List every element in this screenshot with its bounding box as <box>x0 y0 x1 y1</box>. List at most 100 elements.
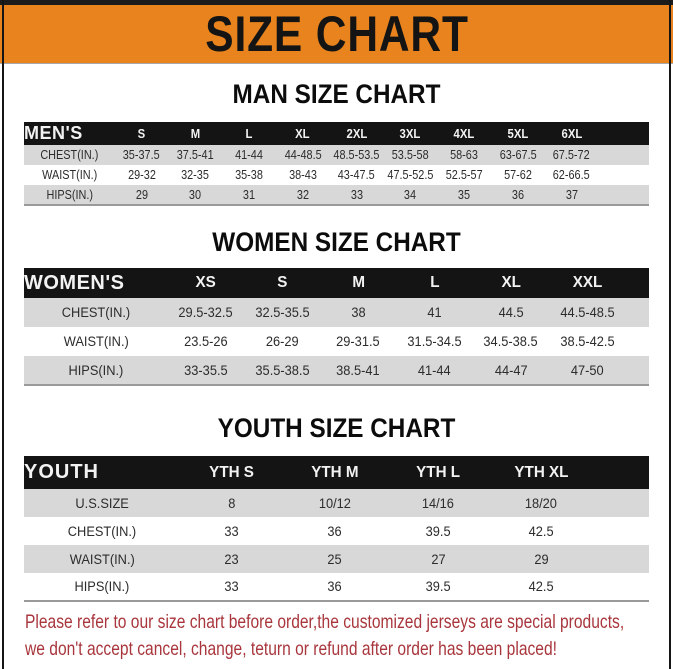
table-cell: 33 <box>180 517 283 545</box>
column-header: YTH L <box>387 456 490 489</box>
table-cell: 32 <box>276 185 330 205</box>
cell-value: 32.5-35.5 <box>255 305 310 320</box>
cell-value: 31 <box>242 187 256 202</box>
cell-value: 42.5 <box>528 523 554 539</box>
table-cell: 67.5-72 <box>545 145 599 165</box>
size-table-men: MEN'S S M L XL 2XL 3XL 4XL 5XL 6XL CHEST(IN.) 35-37… <box>24 122 649 206</box>
cell-value: 31.5-34.5 <box>407 334 462 349</box>
table-cell: 37.5-41 <box>168 145 222 165</box>
cell-value: 44-48.5 <box>284 148 322 162</box>
table-cell: 32.5-35.5 <box>244 298 320 327</box>
cell-value: 34.5-38.5 <box>483 334 538 349</box>
table-cell: 29 <box>490 545 593 573</box>
cell-value: 44.5 <box>498 305 524 320</box>
table-corner-label: YOUTH <box>24 461 99 483</box>
cell-value: 48.5-53.5 <box>333 148 380 162</box>
row-filler <box>625 298 649 327</box>
row-filler <box>593 489 649 517</box>
table-cell: 48.5-53.5 <box>330 145 384 165</box>
column-header: XXL <box>549 268 625 298</box>
disclaimer-text-2: we don't accept cancel, change, teturn o… <box>25 638 557 660</box>
cell-value: 18/20 <box>525 495 558 511</box>
cell-value: 43-47.5 <box>338 168 375 182</box>
cell-value: 35 <box>457 187 471 202</box>
table-cell: 44.5-48.5 <box>549 298 625 327</box>
column-header-text: YTH M <box>311 463 359 481</box>
column-header: YTH M <box>283 456 386 489</box>
cell-value: 29 <box>534 551 549 567</box>
table-row: CHEST(IN.) 29.5-32.5 32.5-35.5 38 41 44.5 44.5… <box>24 298 649 327</box>
section-heading-women: WOMEN SIZE CHART <box>212 227 461 257</box>
row-label: WAIST(IN.) <box>24 327 168 356</box>
table-row: HIPS(IN.) 29 30 31 32 33 34 35 36 37 <box>24 185 649 205</box>
table-cell: 30 <box>168 185 222 205</box>
header-filler <box>625 268 649 298</box>
cell-value: 38.5-41 <box>336 362 381 378</box>
header-filler <box>598 122 649 145</box>
cell-value: 23.5-26 <box>184 334 228 349</box>
cell-value: 33-35.5 <box>184 362 228 378</box>
cell-value: 23 <box>224 551 239 567</box>
table-row: WAIST(IN.) 23 25 27 29 <box>24 545 649 573</box>
column-header: L <box>397 268 473 298</box>
column-header: YTH XL <box>490 456 593 489</box>
column-header-text: YTH S <box>209 463 255 481</box>
column-header-text: M <box>190 126 200 141</box>
disclaimer: Please refer to our size chart before or… <box>25 609 673 663</box>
column-header-text: XS <box>195 274 217 291</box>
row-label: HIPS(IN.) <box>24 573 180 601</box>
cell-value: 35-37.5 <box>123 148 160 162</box>
column-header-text: L <box>245 126 253 141</box>
cell-value: 44-47 <box>494 362 528 378</box>
cell-value: 41 <box>427 305 442 320</box>
table-header-row: WOMEN'S XS S M L XL XXL <box>24 268 649 298</box>
table-cell: 57-62 <box>491 165 545 185</box>
cell-value: 36 <box>327 523 343 539</box>
table-cell: 32-35 <box>168 165 222 185</box>
page-title: SIZE CHART <box>204 6 469 62</box>
table-row: CHEST(IN.) 33 36 39.5 42.5 <box>24 517 649 545</box>
table-cell: 62-66.5 <box>545 165 599 185</box>
table-cell: 52.5-57 <box>437 165 491 185</box>
table-cell: 42.5 <box>490 573 593 601</box>
table-row: U.S.SIZE 8 10/12 14/16 18/20 <box>24 489 649 517</box>
column-header-text: 6XL <box>561 126 582 141</box>
cell-value: 32-35 <box>181 168 210 182</box>
column-header: 5XL <box>491 122 545 145</box>
table-header-row: MEN'S S M L XL 2XL 3XL 4XL 5XL 6XL <box>24 122 649 145</box>
disclaimer-line-2: we don't accept cancel, change, teturn o… <box>25 636 673 663</box>
row-label: CHEST(IN.) <box>24 298 168 327</box>
table-row: HIPS(IN.) 33 36 39.5 42.5 <box>24 573 649 601</box>
table-cell: 38.5-42.5 <box>549 327 625 356</box>
row-label-text: WAIST(IN.) <box>41 168 97 182</box>
section-youth: YOUTH SIZE CHART YOUTH YTH S YTH M YTH L YTH… <box>0 413 673 602</box>
table-cell: 41 <box>397 298 473 327</box>
column-header: YTH S <box>180 456 283 489</box>
column-header-text: 3XL <box>399 126 421 141</box>
table-cell: 29.5-32.5 <box>168 298 244 327</box>
table-cell: 35 <box>437 185 491 205</box>
cell-value: 58-63 <box>450 148 478 162</box>
table-cell: 29-32 <box>115 165 169 185</box>
cell-value: 34 <box>404 187 417 202</box>
cell-value: 39.5 <box>425 579 451 594</box>
column-header-text: YTH XL <box>514 463 569 481</box>
table-corner-label: WOMEN'S <box>24 271 125 294</box>
table-cell: 37 <box>545 185 599 205</box>
cell-value: 29-31.5 <box>336 334 381 349</box>
table-cell: 25 <box>283 545 386 573</box>
table-cell: 38-43 <box>276 165 330 185</box>
row-label-text: CHEST(IN.) <box>40 148 99 162</box>
column-header-text: L <box>429 274 440 291</box>
column-header-text: S <box>277 274 288 291</box>
cell-value: 26-29 <box>265 334 299 349</box>
table-cell: 63-67.5 <box>491 145 545 165</box>
cell-value: 33 <box>224 579 239 594</box>
table-corner-label: MEN'S <box>24 123 83 143</box>
row-filler <box>593 517 649 545</box>
cell-value: 53.5-58 <box>391 148 429 162</box>
table-header-row: YOUTH YTH S YTH M YTH L YTH XL <box>24 456 649 489</box>
cell-value: 8 <box>228 495 236 511</box>
cell-value: 37.5-41 <box>176 148 214 162</box>
table-row: WAIST(IN.) 23.5-26 26-29 29-31.5 31.5-34.5 34… <box>24 327 649 356</box>
